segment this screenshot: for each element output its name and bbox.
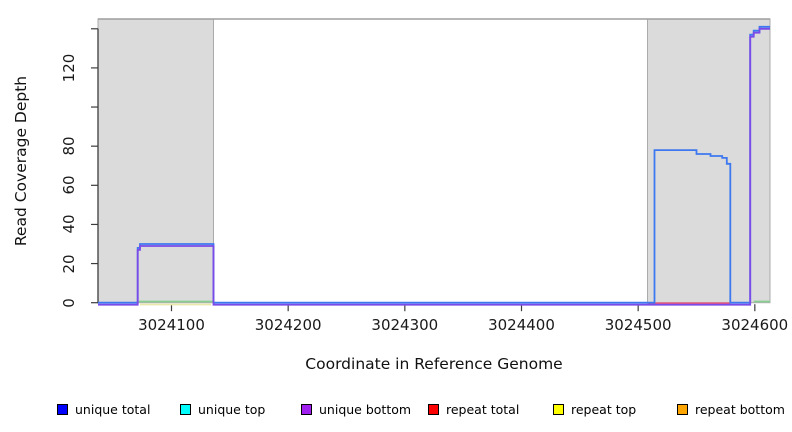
y-tick-label: 80 [60,136,78,156]
series-line-unique-bottom [98,27,770,306]
legend-swatch-icon [180,403,191,415]
legend-item-unique-bottom: unique bottom [301,400,411,418]
x-tick-label: 3024300 [371,316,439,334]
legend-swatch-icon [428,403,439,415]
legend-item-unique-top: unique top [180,400,265,418]
x-tick-label: 3024400 [488,316,555,334]
y-tick-label: 20 [60,254,78,274]
y-axis-title: Read Coverage Depth [12,75,30,247]
legend-label: repeat bottom [695,401,785,417]
legend-label: unique bottom [319,401,412,417]
legend-item-repeat-bottom: repeat bottom [677,400,785,418]
y-tick-label: 120 [60,53,78,83]
x-axis-title: Coordinate in Reference Genome [305,355,563,373]
x-tick-label: 3024200 [254,316,322,334]
x-tick-label: 3024600 [721,316,789,334]
shaded-region [647,18,771,304]
shaded-region [97,18,214,304]
x-tick-label: 3024100 [138,316,205,334]
legend-label: unique top [198,401,266,417]
legend-swatch-icon [553,403,564,415]
legend-item-unique-total: unique total [57,400,150,418]
x-tick-label: 3024500 [604,316,672,334]
y-tick-label: 0 [60,297,78,308]
legend-item-repeat-total: repeat total [428,400,519,418]
legend-item-repeat-top: repeat top [553,400,636,418]
legend-swatch-icon [57,403,68,415]
legend-label: repeat total [446,401,520,417]
legend-swatch-icon [301,403,312,415]
y-tick-label: 40 [60,214,78,234]
y-tick-label: 60 [60,175,78,195]
legend-label: repeat top [571,401,637,417]
legend-label: unique total [75,401,151,417]
legend-swatch-icon [677,403,688,415]
